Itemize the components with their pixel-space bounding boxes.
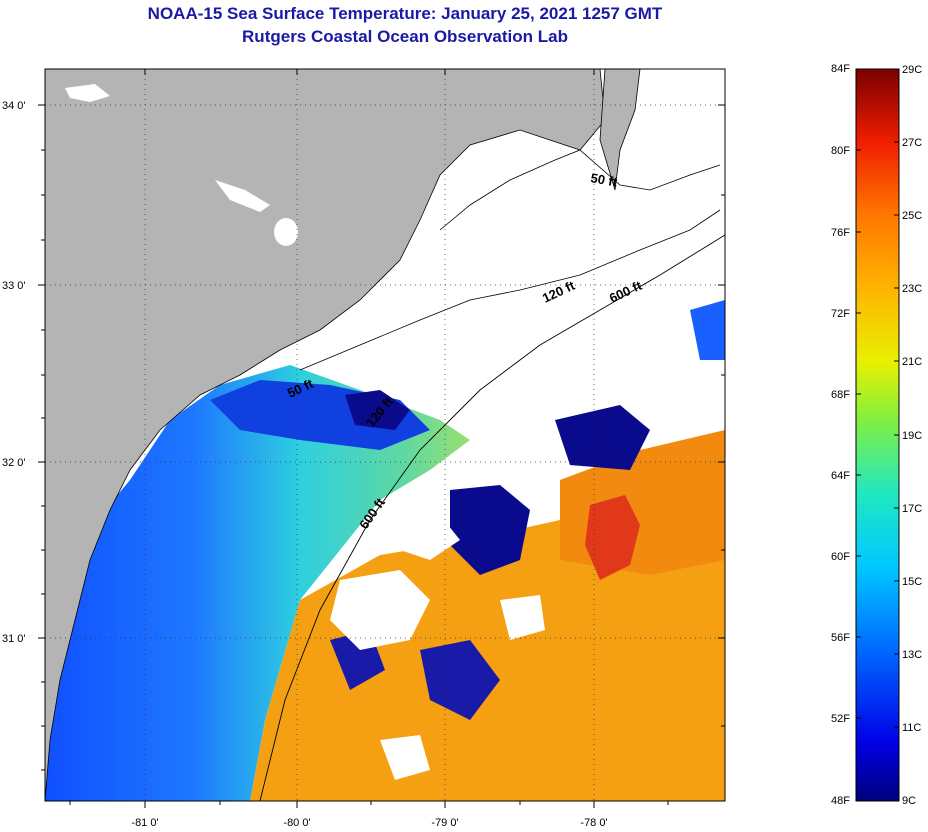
lat-ticks-right	[718, 104, 725, 727]
cb-c-15: 15C	[902, 576, 922, 588]
cb-f-48: 48F	[831, 795, 850, 807]
graticule	[45, 69, 725, 801]
cb-c-21: 21C	[902, 356, 922, 368]
isobath-120ft-line	[299, 209, 721, 371]
colorbar-fahrenheit-scale: 84F 80F 76F 72F 68F 64F 60F 56F 52F 48F	[831, 63, 850, 807]
land-mass	[45, 69, 606, 801]
map-subtitle: Rutgers Coastal Ocean Observation Lab	[242, 27, 568, 46]
shelf-water-region	[45, 365, 470, 801]
lon-label-79: -79 0'	[431, 817, 458, 829]
map-title: NOAA-15 Sea Surface Temperature: January…	[147, 4, 663, 23]
lon-ticks-bottom	[69, 801, 669, 808]
cloud-patch-3	[380, 735, 430, 780]
cb-c-27: 27C	[902, 137, 922, 149]
cb-f-84: 84F	[831, 63, 850, 75]
isobath-50ft-line	[439, 149, 721, 231]
map-frame	[44, 68, 726, 802]
lat-label-33: 33 0'	[2, 280, 26, 292]
inland-cloud-2	[215, 180, 270, 212]
inland-cloud-3	[274, 218, 298, 246]
cb-f-64: 64F	[831, 470, 850, 482]
cb-f-72: 72F	[831, 308, 850, 320]
cb-c-25: 25C	[902, 210, 922, 222]
cold-patch-3	[555, 405, 650, 470]
cb-c-19: 19C	[902, 430, 922, 442]
cold-patch-2	[450, 485, 530, 575]
colorbar-left-ticks	[856, 149, 861, 719]
cold-patch-1	[345, 390, 410, 430]
lat-ticks-left	[38, 104, 45, 771]
cold-patch-4	[420, 640, 500, 720]
cb-f-60: 60F	[831, 551, 850, 563]
cb-f-76: 76F	[831, 227, 850, 239]
lon-ticks-top	[144, 69, 595, 75]
cloud-patch-2	[400, 515, 460, 560]
cb-f-80: 80F	[831, 145, 850, 157]
temperature-colorbar	[855, 68, 900, 802]
cb-c-13: 13C	[902, 649, 922, 661]
lon-label-80: -80 0'	[283, 817, 310, 829]
lat-label-31: 31 0'	[2, 633, 26, 645]
cb-c-17: 17C	[902, 503, 922, 515]
land-cape	[599, 69, 641, 191]
lat-label-32: 32 0'	[2, 457, 26, 469]
cb-f-68: 68F	[831, 389, 850, 401]
cloud-patch-4	[500, 595, 545, 640]
cloud-patch-1	[330, 570, 430, 650]
hot-water-patch	[585, 495, 640, 580]
cb-c-11: 11C	[902, 722, 921, 734]
lat-label-34: 34 0'	[2, 100, 26, 112]
isobath-50ft-label-north: 50 ft	[589, 170, 619, 190]
cool-patch-east	[690, 300, 725, 360]
lon-label-81: -81 0'	[131, 817, 158, 829]
inland-cloud-1	[65, 84, 110, 102]
cb-c-29: 29C	[902, 64, 922, 76]
colorbar-celsius-scale: 29C 27C 25C 23C 21C 19C 17C 15C 13C 11C …	[902, 64, 922, 807]
colorbar-right-ticks	[894, 141, 899, 728]
cb-c-23: 23C	[902, 283, 922, 295]
cb-f-52: 52F	[831, 713, 850, 725]
lon-label-78: -78 0'	[580, 817, 607, 829]
isobath-600ft-line	[259, 234, 725, 801]
cb-c-9: 9C	[902, 795, 916, 807]
cb-f-56: 56F	[831, 632, 850, 644]
